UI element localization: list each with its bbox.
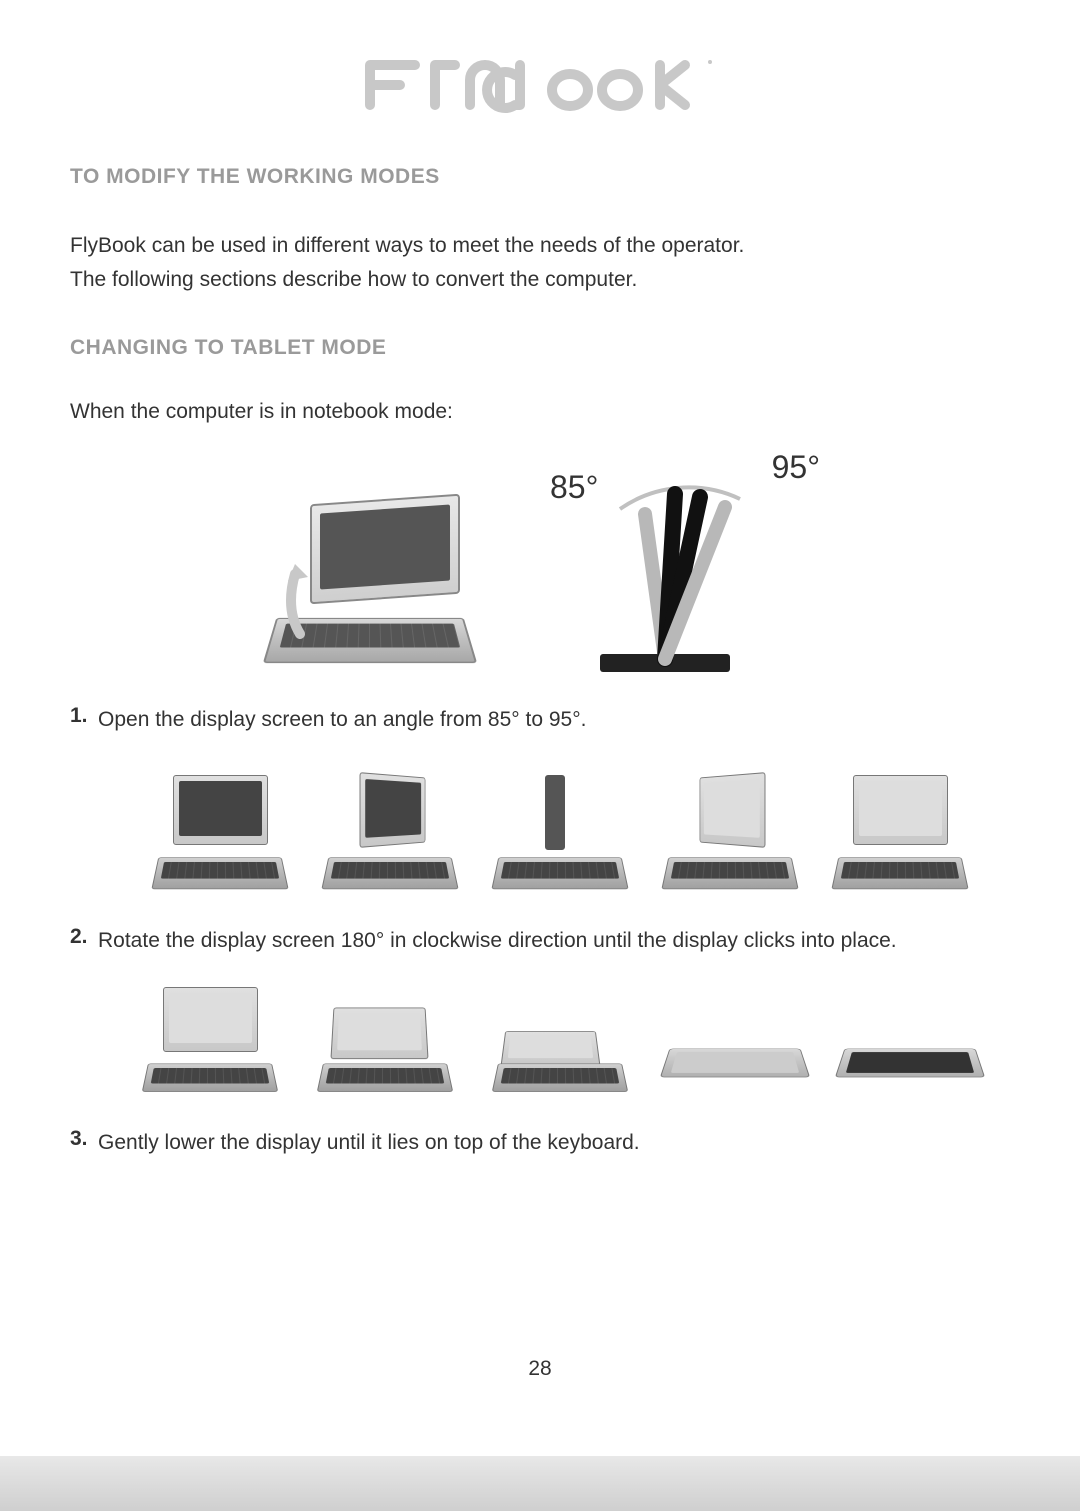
fold-stage-3 [485,1007,635,1097]
laptop-open-illustration [260,499,480,679]
rotate-stage-1 [145,775,295,895]
open-arrow-icon [280,559,320,639]
figure-row-1: 85° 95° [70,459,1010,679]
step-1: 1. Open the display screen to an angle f… [70,704,1010,736]
rotate-stage-3 [485,775,635,895]
rotate-stage-5 [825,775,975,895]
step-3: 3. Gently lower the display until it lie… [70,1127,1010,1159]
intro-text-1: FlyBook can be used in different ways to… [70,229,1010,263]
step-number: 1. [70,704,98,728]
intro-text-2: The following sections describe how to c… [70,263,1010,297]
brand-logo [70,50,1010,125]
step-text: Rotate the display screen 180° in clockw… [98,925,897,957]
intro-text-3: When the computer is in notebook mode: [70,395,1010,429]
angle-diagram: 85° 95° [540,459,820,679]
fold-stage-1 [135,987,285,1097]
step-number: 3. [70,1127,98,1151]
step-number: 2. [70,925,98,949]
angle-label-85: 85° [550,469,598,506]
fold-stage-2 [310,997,460,1097]
figure-row-2 [70,775,1010,895]
rotate-stage-4 [655,775,805,895]
rotate-stage-2 [315,775,465,895]
step-text: Gently lower the display until it lies o… [98,1127,640,1159]
figure-row-3 [70,987,1010,1097]
step-text: Open the display screen to an angle from… [98,704,586,736]
fold-stage-4 [660,1032,810,1097]
angle-label-95: 95° [772,449,820,486]
fold-stage-5 [835,1032,985,1097]
footer-bar [0,1456,1080,1511]
subsection-title: CHANGING TO TABLET MODE [70,336,1010,360]
page-number: 28 [0,1357,1080,1381]
step-2: 2. Rotate the display screen 180° in clo… [70,925,1010,957]
section-title: TO MODIFY THE WORKING MODES [70,165,1010,189]
